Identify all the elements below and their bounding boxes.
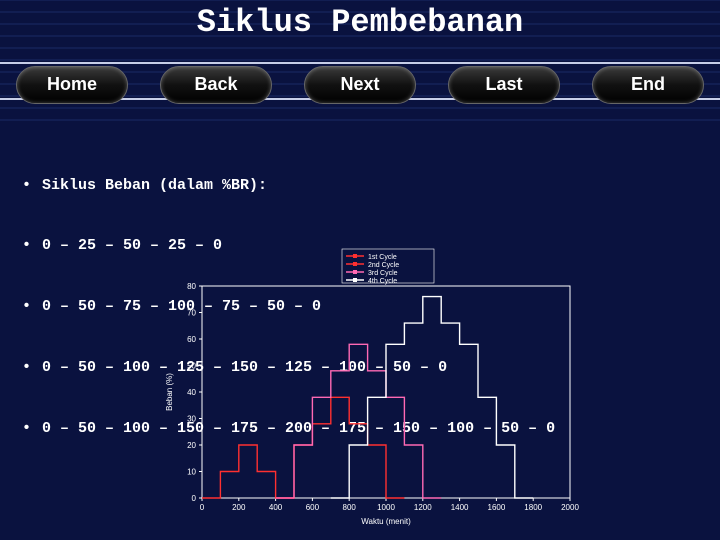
nav-end-button[interactable]: End (592, 66, 704, 104)
svg-text:0: 0 (200, 503, 205, 512)
page-title: Siklus Pembebanan (0, 4, 720, 41)
svg-text:400: 400 (269, 503, 283, 512)
svg-text:Beban (%): Beban (%) (165, 373, 174, 411)
svg-text:Waktu (menit): Waktu (menit) (361, 517, 411, 526)
svg-text:50: 50 (187, 362, 196, 371)
navbar: Home Back Next Last End (0, 60, 720, 110)
svg-text:1000: 1000 (377, 503, 395, 512)
svg-text:1600: 1600 (488, 503, 506, 512)
svg-text:2nd Cycle: 2nd Cycle (368, 262, 399, 269)
svg-text:4th Cycle: 4th Cycle (368, 278, 397, 285)
svg-text:600: 600 (306, 503, 320, 512)
svg-text:30: 30 (187, 415, 196, 424)
svg-text:40: 40 (187, 388, 196, 397)
svg-text:2000: 2000 (561, 503, 579, 512)
svg-text:70: 70 (187, 309, 196, 318)
svg-text:1200: 1200 (414, 503, 432, 512)
svg-text:80: 80 (187, 282, 196, 291)
svg-text:800: 800 (343, 503, 357, 512)
bullets-heading: Siklus Beban (dalam %BR): (42, 177, 267, 194)
load-cycle-chart: 0102030405060708002004006008001000120014… (160, 248, 580, 528)
svg-text:60: 60 (187, 335, 196, 344)
nav-next-button[interactable]: Next (304, 66, 416, 104)
svg-text:10: 10 (187, 468, 196, 477)
nav-back-button[interactable]: Back (160, 66, 272, 104)
svg-text:1800: 1800 (524, 503, 542, 512)
nav-last-button[interactable]: Last (448, 66, 560, 104)
svg-text:200: 200 (232, 503, 246, 512)
svg-text:1400: 1400 (451, 503, 469, 512)
svg-text:0: 0 (192, 494, 197, 503)
svg-text:3rd Cycle: 3rd Cycle (368, 270, 398, 277)
nav-home-button[interactable]: Home (16, 66, 128, 104)
svg-text:1st Cycle: 1st Cycle (368, 254, 397, 261)
svg-text:20: 20 (187, 441, 196, 450)
